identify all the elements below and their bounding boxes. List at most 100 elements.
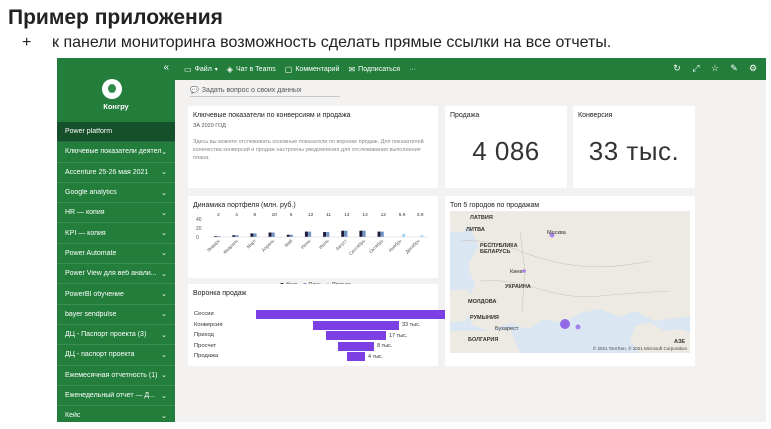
- bar-План[interactable]: [271, 232, 275, 238]
- file-menu[interactable]: ▭ Файл ▾: [184, 65, 218, 74]
- bar-План[interactable]: [344, 230, 348, 237]
- bar-План[interactable]: [308, 231, 312, 237]
- map-copyright: © 2021 TomTom, © 2021 Microsoft Corporat…: [592, 346, 687, 351]
- map-label-bucharest: Бухарест: [495, 326, 519, 332]
- sidebar-item[interactable]: Еженедельный отчет — Д... ⌄: [57, 386, 175, 407]
- bar-План[interactable]: [235, 235, 239, 237]
- bar-Факт[interactable]: [377, 231, 381, 237]
- bar-Факт[interactable]: [250, 233, 254, 237]
- portfolio-chart-title: Динамика портфеля (млн. руб.): [193, 202, 296, 209]
- data-label: 11: [326, 212, 331, 218]
- bar-Прогноз[interactable]: [402, 233, 406, 237]
- x-tick-label: Апрель: [261, 238, 276, 253]
- bar-Факт[interactable]: [232, 235, 236, 237]
- bar-Факт[interactable]: [304, 231, 308, 237]
- funnel-bar[interactable]: [256, 310, 456, 319]
- funnel-chart-tile[interactable]: Воронка продаж Сессии Конверсия 33 тыс. При…: [188, 284, 456, 366]
- sidebar-item-label: ДЦ - Паспорт проекта (3): [65, 331, 147, 339]
- funnel-category-label: Приход: [194, 332, 214, 338]
- conversion-kpi-tile[interactable]: Конверсия 33 тыс.: [573, 106, 695, 188]
- map-visual[interactable]: ЛАТВИЯ ЛИТВА Москва РЕСПУБЛИКА БЕЛАРУСЬ …: [450, 211, 690, 353]
- chevron-down-icon[interactable]: ⌄: [161, 209, 167, 217]
- conversion-kpi-value: 33 тыс.: [588, 136, 680, 166]
- subscribe-label: Подписаться: [358, 65, 401, 73]
- chevron-down-icon[interactable]: ⌄: [161, 311, 167, 319]
- data-label: 4: [235, 212, 238, 218]
- map-tile[interactable]: Топ 5 городов по продажам ЛАТВИЯ ЛИТВА: [445, 196, 695, 366]
- sidebar-item[interactable]: Ключевые показатели деятель... ⌄: [57, 142, 175, 163]
- more-options-button[interactable]: ···: [409, 65, 417, 73]
- chevron-down-icon[interactable]: ⌄: [161, 250, 167, 258]
- chevron-down-icon[interactable]: ⌄: [161, 148, 167, 156]
- sidebar-item[interactable]: Accenture 25-26 мая 2021 ⌄: [57, 163, 175, 183]
- sidebar-item-label: bayer sendpulse: [65, 310, 117, 318]
- sidebar-item[interactable]: Кейс ⌄: [57, 406, 175, 422]
- funnel-value-label: 17 тыс.: [389, 332, 408, 339]
- sidebar-item-label: Power View для веб анали...: [65, 270, 157, 278]
- sidebar-item[interactable]: Power View для веб анали... ⌄: [57, 264, 175, 285]
- funnel-chart-title: Воронка продаж: [193, 290, 247, 297]
- sidebar-item[interactable]: KPI — копия ⌄: [57, 223, 175, 244]
- chevron-down-icon[interactable]: ⌄: [161, 230, 167, 238]
- funnel-bar[interactable]: [338, 341, 374, 351]
- sidebar-item[interactable]: ДЦ - паспорт проекта ⌄: [57, 345, 175, 366]
- chevron-down-icon[interactable]: ⌄: [161, 392, 167, 400]
- sidebar-item-label: Кейс: [65, 412, 81, 420]
- funnel-bar[interactable]: [313, 320, 399, 330]
- bar-План[interactable]: [289, 234, 293, 237]
- edit-icon[interactable]: ✎: [730, 63, 738, 73]
- sidebar-item-label: Accenture 25-26 мая 2021: [65, 168, 149, 176]
- bar-Факт[interactable]: [341, 230, 345, 237]
- refresh-icon[interactable]: ↻: [673, 63, 681, 73]
- bar-План[interactable]: [217, 236, 221, 237]
- sidebar-item[interactable]: Power platform: [57, 122, 175, 143]
- bar-План[interactable]: [362, 230, 366, 237]
- sidebar-item[interactable]: bayer sendpulse ⌄: [57, 305, 175, 325]
- chevron-down-icon[interactable]: ⌄: [161, 372, 167, 380]
- portfolio-chart-tile[interactable]: Динамика портфеля (млн. руб.) 40 20 0 2 Янва…: [188, 196, 438, 288]
- sidebar-item[interactable]: ДЦ - Паспорт проекта (3) ⌄: [57, 325, 175, 346]
- sales-kpi-title: Продажа: [450, 112, 480, 119]
- bar-Факт[interactable]: [323, 232, 327, 237]
- teams-chat-button[interactable]: ◈ Чат в Teams: [227, 65, 276, 74]
- settings-icon[interactable]: ⚙: [748, 63, 758, 73]
- sidebar-item-label: Power platform: [65, 128, 113, 136]
- qna-search[interactable]: 💬 Задать вопрос о своих данных: [190, 84, 340, 97]
- info-tile[interactable]: Ключевые показатели по конверсиям и прод…: [188, 106, 438, 188]
- bar-Факт[interactable]: [286, 234, 290, 237]
- sidebar-item[interactable]: Power Automate ⌄: [57, 244, 175, 265]
- favorite-icon[interactable]: ☆: [710, 63, 720, 73]
- fullscreen-icon[interactable]: ⤢: [692, 63, 700, 73]
- sidebar-item[interactable]: HR — копия ⌄: [57, 203, 175, 224]
- sidebar-item-label: PowerBI обучение: [65, 290, 124, 298]
- chevron-down-icon[interactable]: ⌄: [161, 291, 167, 299]
- chevron-down-icon[interactable]: ⌄: [161, 412, 167, 420]
- sidebar-item[interactable]: Ежемесячная отчетность (1) ⌄: [57, 366, 175, 386]
- subscribe-button[interactable]: ✉ Подписаться: [348, 65, 400, 74]
- bar-Факт[interactable]: [359, 230, 363, 237]
- chevron-down-icon[interactable]: ⌄: [161, 270, 167, 278]
- y-tick-label: 0: [196, 235, 199, 241]
- sidebar-item[interactable]: PowerBI обучение ⌄: [57, 284, 175, 305]
- bar-Факт[interactable]: [214, 236, 218, 237]
- toolbar-right-actions: ↻ ⤢ ☆ ✎ ⚙: [672, 63, 758, 74]
- sidebar-item-label: Еженедельный отчет — Д...: [65, 392, 156, 399]
- comments-button[interactable]: ▢ Комментарий: [285, 65, 340, 74]
- bar-План[interactable]: [380, 231, 384, 237]
- chevron-down-icon[interactable]: ⌄: [161, 189, 167, 197]
- sidebar-item[interactable]: Google analytics ⌄: [57, 183, 175, 204]
- sales-kpi-tile[interactable]: Продажа 4 086: [445, 106, 567, 188]
- bar-Прогноз[interactable]: [420, 235, 424, 237]
- bar-План[interactable]: [326, 232, 330, 237]
- collapse-sidebar-icon[interactable]: «: [163, 62, 169, 73]
- data-label: 12: [308, 212, 314, 218]
- data-label: 5: [290, 212, 293, 218]
- chevron-down-icon[interactable]: ⌄: [161, 351, 167, 359]
- bar-Факт[interactable]: [268, 232, 272, 238]
- chevron-down-icon[interactable]: ⌄: [161, 169, 167, 177]
- funnel-bar[interactable]: [347, 352, 365, 361]
- data-label: 2: [217, 212, 220, 218]
- chevron-down-icon[interactable]: ⌄: [161, 331, 167, 339]
- bar-План[interactable]: [253, 233, 257, 237]
- funnel-bar[interactable]: [326, 331, 386, 340]
